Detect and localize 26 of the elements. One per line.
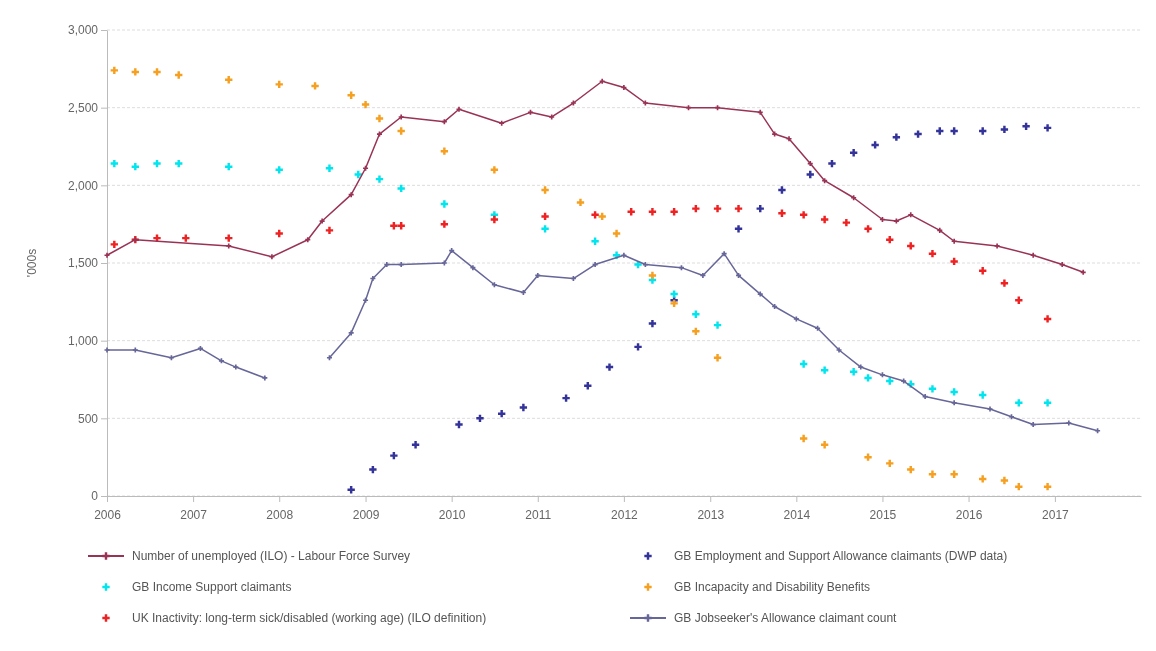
x-tick-label: 2013	[697, 508, 725, 523]
y-tick-label: 1,500	[67, 256, 99, 271]
legend-label: UK Inactivity: long-term sick/disabled (working age) (ILO definition)	[132, 611, 487, 626]
y-axis-title: '000s	[25, 248, 39, 278]
x-tick-label: 2015	[869, 508, 897, 523]
x-tick-label: 2009	[352, 508, 380, 523]
x-tick-label: 2008	[266, 508, 294, 523]
legend-label: Number of unemployed (ILO) - Labour Force Survey	[132, 549, 411, 564]
y-tick-label: 2,000	[67, 178, 99, 193]
x-tick-label: 2014	[783, 508, 811, 523]
legend-label: GB Jobseeker's Allowance claimant count	[674, 611, 898, 626]
x-tick-label: 2010	[438, 508, 466, 523]
legend-label: GB Incapacity and Disability Benefits	[674, 580, 871, 595]
y-tick-label: 1,000	[67, 334, 99, 349]
legend-label: GB Employment and Support Allowance claimants (DWP data)	[674, 549, 1008, 564]
x-tick-label: 2017	[1042, 508, 1070, 523]
y-tick-label: 3,000	[67, 23, 99, 38]
x-tick-label: 2016	[955, 508, 983, 523]
legend-label: GB Income Support claimants	[132, 580, 292, 595]
y-tick-label: 500	[77, 411, 99, 426]
x-tick-label: 2011	[525, 508, 552, 523]
x-tick-label: 2007	[180, 508, 208, 523]
x-tick-label: 2012	[611, 508, 639, 523]
y-tick-label: 2,500	[67, 101, 99, 116]
x-tick-label: 2006	[94, 508, 122, 523]
y-tick-label: 0	[91, 489, 99, 504]
